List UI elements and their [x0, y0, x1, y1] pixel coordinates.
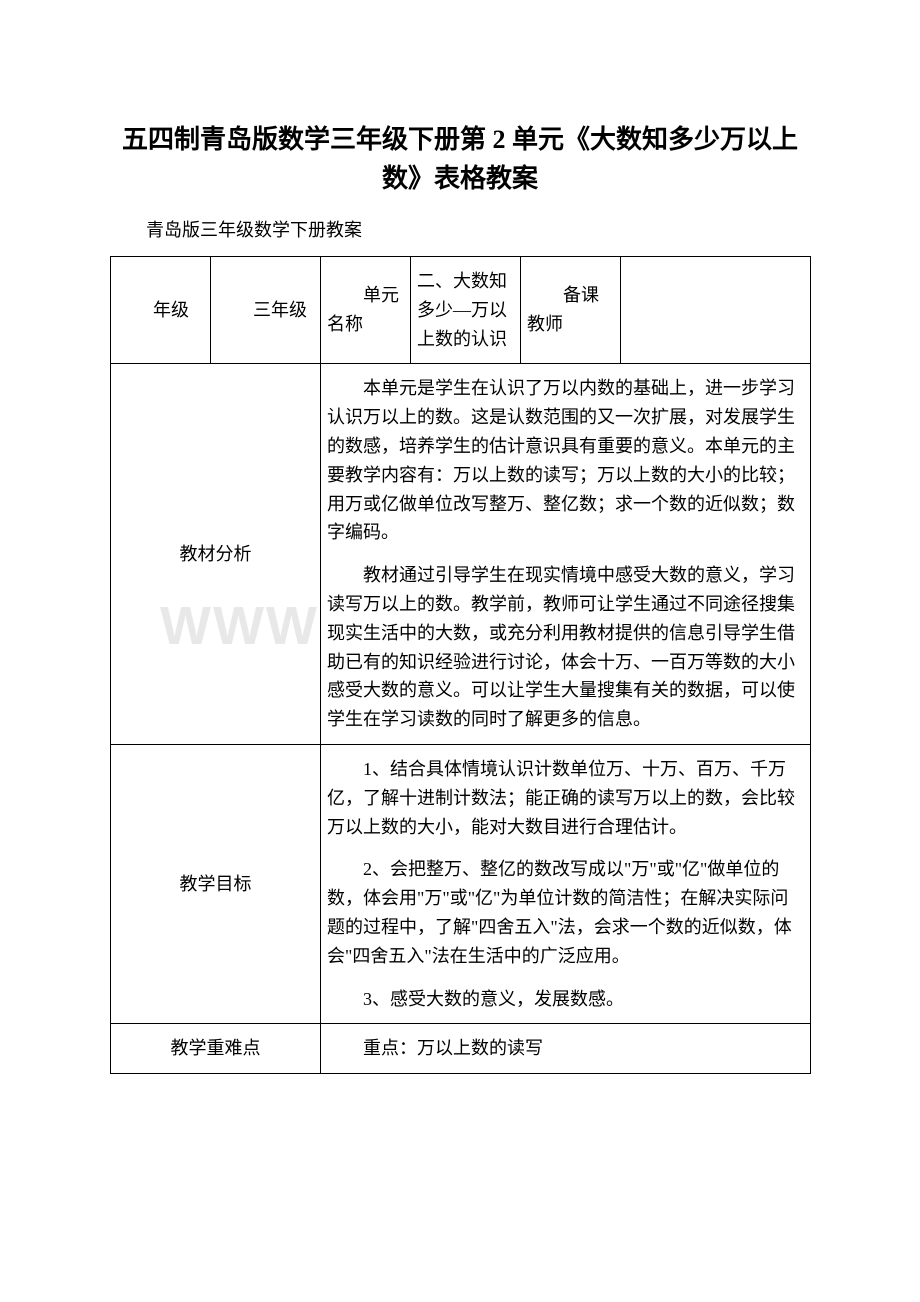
analysis-p2: 教材通过引导学生在现实情境中感受大数的意义，学习读写万以上的数。教学前，教师可让… — [327, 561, 804, 734]
unit-value: 二、大数知多少—万以上数的认识 — [411, 257, 521, 364]
objectives-label: 教学目标 — [111, 744, 321, 1023]
grade-value: 三年级 — [211, 257, 321, 364]
prep-value — [621, 257, 811, 364]
header-row: 年级 三年级 单元名称 二、大数知多少—万以上数的认识 备课教师 — [111, 257, 811, 364]
lesson-plan-table: 年级 三年级 单元名称 二、大数知多少—万以上数的认识 备课教师 教材分析 本单… — [110, 256, 811, 1074]
prep-label: 备课教师 — [521, 257, 621, 364]
difficulty-text: 重点：万以上数的读写 — [327, 1034, 804, 1063]
analysis-p1: 本单元是学生在认识了万以内数的基础上，进一步学习认识万以上的数。这是认数范围的又… — [327, 374, 804, 547]
objectives-content: 1、结合具体情境认识计数单位万、十万、百万、千万亿，了解十进制计数法；能正确的读… — [321, 744, 811, 1023]
document-subtitle: 青岛版三年级数学下册教案 — [110, 216, 810, 242]
difficulty-label: 教学重难点 — [111, 1024, 321, 1074]
objectives-row: 教学目标 1、结合具体情境认识计数单位万、十万、百万、千万亿，了解十进制计数法；… — [111, 744, 811, 1023]
objectives-p2: 2、会把整万、整亿的数改写成以"万"或"亿"做单位的数，体会用"万"或"亿"为单… — [327, 855, 804, 970]
difficulty-row: 教学重难点 重点：万以上数的读写 — [111, 1024, 811, 1074]
objectives-p3: 3、感受大数的意义，发展数感。 — [327, 985, 804, 1014]
objectives-p1: 1、结合具体情境认识计数单位万、十万、百万、千万亿，了解十进制计数法；能正确的读… — [327, 755, 804, 841]
document-page: 五四制青岛版数学三年级下册第 2 单元《大数知多少万以上数》表格教案 青岛版三年… — [0, 0, 920, 1134]
page-title: 五四制青岛版数学三年级下册第 2 单元《大数知多少万以上数》表格教案 — [110, 120, 810, 198]
analysis-label: 教材分析 — [111, 364, 321, 745]
difficulty-content: 重点：万以上数的读写 — [321, 1024, 811, 1074]
grade-label: 年级 — [111, 257, 211, 364]
analysis-row: 教材分析 本单元是学生在认识了万以内数的基础上，进一步学习认识万以上的数。这是认… — [111, 364, 811, 745]
unit-label: 单元名称 — [321, 257, 411, 364]
analysis-content: 本单元是学生在认识了万以内数的基础上，进一步学习认识万以上的数。这是认数范围的又… — [321, 364, 811, 745]
